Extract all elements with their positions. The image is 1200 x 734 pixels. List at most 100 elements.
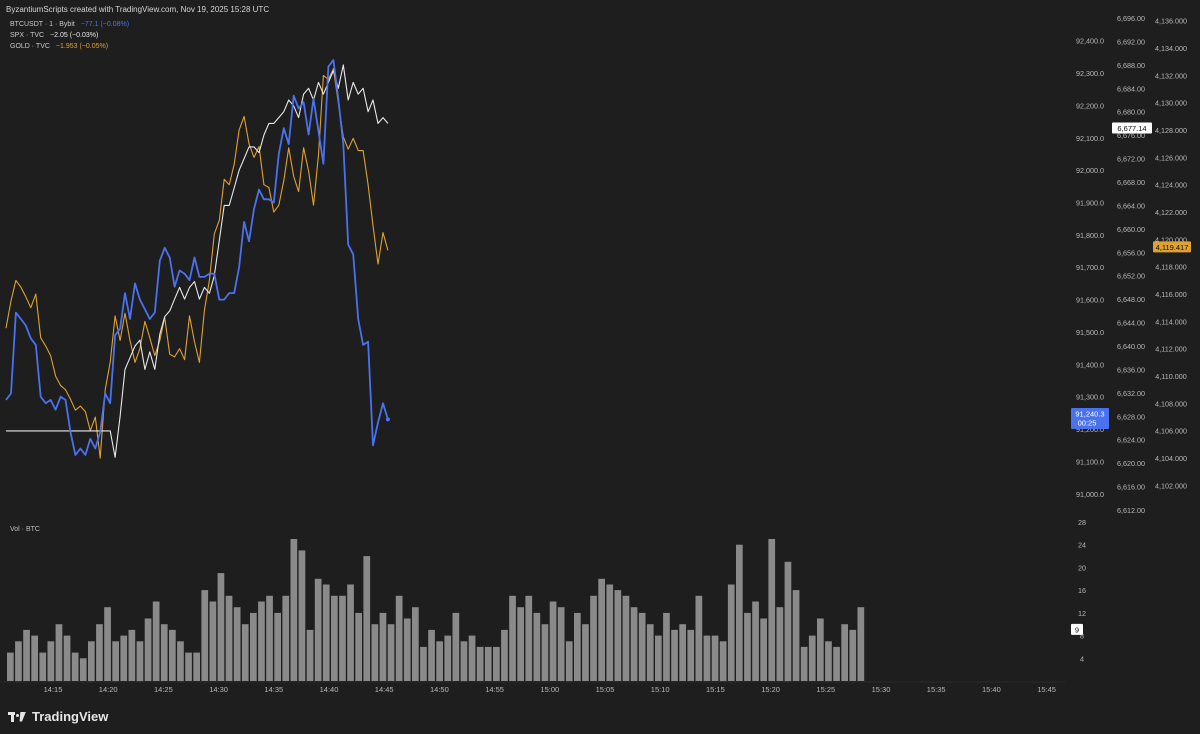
gold-axis-tick: 4,120.000: [1155, 235, 1187, 244]
volume-bar: [663, 612, 670, 681]
volume-pane-label[interactable]: Vol · BTC: [10, 526, 40, 533]
volume-bar: [606, 584, 614, 681]
gold-last-value-text: 4,119.417: [1156, 243, 1189, 252]
time-axis-tick: 15:20: [761, 685, 780, 694]
volume-bar: [290, 539, 298, 681]
volume-bar: [314, 578, 322, 681]
volume-bar: [509, 595, 516, 681]
spx-axis-tick: 6,692.00: [1117, 37, 1145, 46]
spx-axis-tick: 6,616.00: [1117, 483, 1145, 492]
gold-axis-tick: 4,134.000: [1155, 44, 1187, 53]
volume-bar: [703, 635, 711, 681]
volume-bar: [444, 635, 452, 681]
spx-axis-tick: 6,656.00: [1117, 248, 1145, 257]
btc-axis-tick: 92,100.0: [1076, 134, 1104, 143]
time-axis-tick: 15:45: [1037, 685, 1056, 694]
time-axis-tick: 15:05: [596, 685, 615, 694]
volume-bar: [371, 624, 379, 681]
gold-axis-tick: 4,130.000: [1155, 99, 1187, 108]
volume-bar: [833, 646, 840, 681]
volume-bar: [768, 539, 776, 681]
volume-last-value-text: 9: [1075, 625, 1079, 634]
gold-price-line[interactable]: [5, 68, 389, 459]
legend-spx[interactable]: SPX · TVC −2.05 (−0.03%): [10, 32, 98, 39]
volume-bar: [614, 590, 622, 681]
volume-bar: [322, 584, 330, 681]
spx-axis-tick: 6,644.00: [1117, 319, 1145, 328]
btc-axis-tick: 91,900.0: [1076, 199, 1104, 208]
legend-gold[interactable]: GOLD · TVC −1.953 (−0.05%): [10, 43, 108, 50]
brand-name: TradingView: [32, 709, 109, 724]
volume-bar: [55, 624, 63, 681]
volume-axis-tick: 16: [1078, 586, 1086, 595]
volume-axis-tick: 20: [1078, 563, 1086, 572]
gold-axis-tick: 4,128.000: [1155, 126, 1187, 135]
volume-bar: [387, 624, 395, 681]
volume-bar: [258, 601, 265, 681]
spx-axis-tick: 6,664.00: [1117, 201, 1145, 210]
volume-bar: [169, 629, 176, 681]
time-axis: 14:15 14:20 14:25 14:30 14:35 14:40 14:45 14:50…: [0, 681, 1065, 694]
volume-bar: [760, 618, 767, 681]
volume-bar: [395, 595, 403, 681]
time-axis-tick: 14:25: [154, 685, 173, 694]
volume-bar: [784, 561, 792, 682]
volume-bar: [363, 556, 371, 681]
time-axis-tick: 14:30: [209, 685, 228, 694]
volume-axis-tick: 12: [1078, 609, 1086, 618]
volume-bar: [574, 612, 581, 681]
spx-axis-tick: 6,648.00: [1117, 295, 1145, 304]
volume-bar: [331, 595, 338, 681]
volume-bar: [63, 635, 71, 681]
volume-bar: [638, 612, 646, 681]
volume-bar: [79, 658, 87, 681]
volume-bar: [695, 595, 703, 681]
legend-btc-value: −77.1 (−0.08%): [80, 21, 130, 28]
volume-bar: [800, 646, 808, 681]
volume-bar: [436, 641, 443, 682]
volume-bar: [152, 601, 160, 681]
volume-bar: [719, 641, 727, 682]
btc-last-value-badge: 91,240.300:25: [1071, 408, 1109, 429]
volume-bar: [71, 652, 79, 681]
volume-bar: [339, 595, 346, 681]
volume-bar: [177, 641, 184, 682]
volume-bar: [282, 595, 290, 681]
volume-bar: [533, 612, 541, 681]
volume-bar: [217, 573, 225, 681]
volume-bar: [241, 624, 249, 681]
time-axis-tick: 15:30: [872, 685, 891, 694]
gold-axis-tick: 4,122.000: [1155, 208, 1187, 217]
gold-axis-tick: 4,126.000: [1155, 153, 1187, 162]
btc-price-line[interactable]: [5, 59, 389, 456]
btc-axis-tick: 91,400.0: [1076, 360, 1104, 369]
gold-axis-tick: 4,116.000: [1155, 290, 1186, 299]
tradingview-logo-icon: [8, 711, 26, 722]
volume-bar: [96, 624, 103, 681]
volume-bar: [736, 544, 743, 681]
price-axes: 91,000.0 91,100.0 91,200.0 91,300.0 91,400.0…: [1076, 14, 1187, 663]
time-axis-tick: 15:40: [982, 685, 1001, 694]
volume-bar: [646, 624, 654, 681]
volume-bar: [274, 612, 281, 681]
spx-axis-tick: 6,688.00: [1117, 61, 1145, 70]
volume-bar: [493, 646, 500, 681]
time-axis-tick: 14:35: [264, 685, 283, 694]
legend-btc[interactable]: BTCUSDT · 1 · Bybit −77.1 (−0.08%): [10, 21, 129, 28]
volume-bar: [120, 635, 128, 681]
volume-bar: [792, 590, 800, 681]
volume-bar: [525, 595, 533, 681]
time-axis-tick: 15:25: [816, 685, 835, 694]
volume-bar: [476, 646, 484, 681]
brand[interactable]: TradingView: [8, 709, 108, 724]
volume-bar: [460, 641, 468, 682]
volume-bars: [7, 539, 865, 682]
volume-bar: [808, 635, 816, 681]
volume-bar: [841, 624, 848, 681]
volume-bar: [744, 612, 751, 681]
volume-bar: [565, 641, 573, 682]
volume-bar: [193, 652, 200, 681]
gold-axis-tick: 4,102.000: [1155, 481, 1187, 490]
spx-axis-tick: 6,660.00: [1117, 225, 1145, 234]
